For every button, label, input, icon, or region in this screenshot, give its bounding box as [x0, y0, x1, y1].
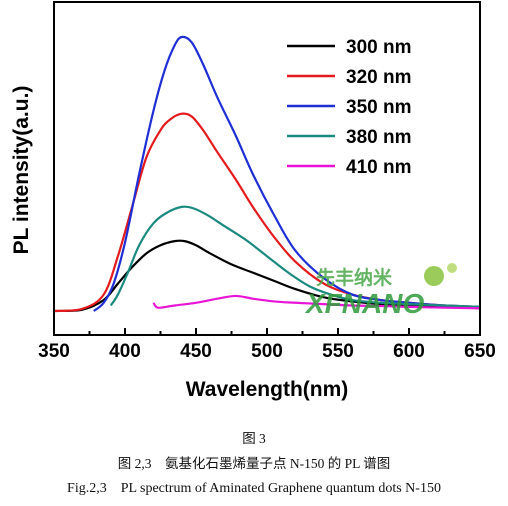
series-line-380-nm [109, 205, 481, 308]
xfnano-watermark: 先丰纳米 XFNANO [304, 263, 457, 319]
legend-label: 410 nm [346, 157, 411, 178]
x-tick-label: 350 [38, 341, 70, 362]
legend-label: 350 nm [346, 97, 411, 118]
x-tick-label: 400 [109, 341, 141, 362]
x-tick-label: 450 [180, 341, 212, 362]
x-axis-label: Wavelength(nm) [186, 378, 349, 401]
watermark-dot-small [447, 263, 457, 273]
x-tick-label: 500 [251, 341, 283, 362]
legend-label: 380 nm [346, 127, 411, 148]
figure-number: 图 3 [242, 431, 266, 446]
x-axis-ticks [53, 328, 481, 335]
watermark-dot-large [424, 266, 444, 286]
x-tick-label: 600 [393, 341, 425, 362]
watermark-chinese-text: 先丰纳米 [316, 266, 393, 289]
x-axis-tick-labels: 350 400 450 500 550 600 650 [38, 341, 496, 362]
series-line-320-nm [53, 112, 481, 313]
series-line-350-nm [93, 35, 481, 312]
watermark-latin-text: XFNANO [304, 288, 424, 319]
legend-label: 300 nm [346, 37, 411, 58]
pl-spectrum-chart: 350 400 450 500 550 600 650 Wavelength(nm) PL … [10, 1, 496, 401]
series-line-410-nm [152, 294, 481, 310]
y-axis-label: PL intensity(a.u.) [10, 86, 33, 255]
x-tick-label: 550 [322, 341, 354, 362]
series-line-300-nm [53, 239, 481, 313]
x-tick-label: 650 [464, 341, 496, 362]
legend: 300 nm 320 nm 350 nm 380 nm 410 nm [287, 37, 411, 178]
english-caption: Fig.2,3 PL spectrum of Aminated Graphene… [67, 481, 441, 496]
plot-lines [53, 35, 481, 313]
legend-label: 320 nm [346, 67, 411, 88]
chinese-caption: 图 2,3 氨基化石墨烯量子点 N-150 的 PL 谱图 [117, 456, 391, 471]
